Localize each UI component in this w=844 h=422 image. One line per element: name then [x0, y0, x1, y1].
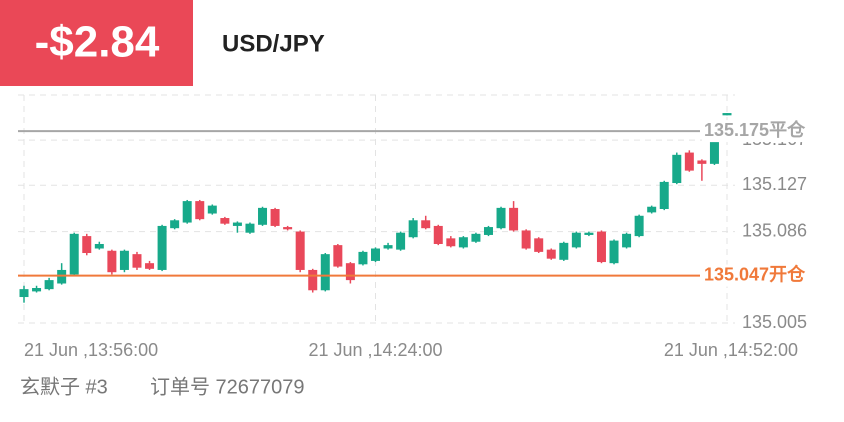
- candle-body: [408, 220, 418, 238]
- pnl-badge: [0, 0, 193, 86]
- candle-body: [421, 220, 431, 229]
- y-tick-label: 135.127: [742, 174, 807, 194]
- candle-body: [521, 230, 531, 249]
- candle-body: [684, 152, 694, 171]
- order-number: 订单号 72677079: [150, 375, 305, 398]
- candle-body: [220, 218, 230, 224]
- candle-body: [157, 225, 167, 270]
- y-tick-label: 135.005: [742, 312, 807, 332]
- candle-body: [709, 140, 719, 164]
- candle-body: [396, 232, 406, 250]
- candle-body: [195, 201, 205, 220]
- candle-body: [609, 240, 619, 264]
- symbol: USD/JPY: [222, 30, 325, 57]
- candle-body: [145, 263, 155, 269]
- candle-body: [132, 254, 142, 268]
- candle-body: [69, 233, 79, 275]
- candle-body: [119, 250, 129, 270]
- candle-body: [483, 227, 493, 235]
- candle-body: [559, 242, 569, 260]
- candle-body: [458, 237, 468, 248]
- reference-label-bg: [702, 120, 814, 143]
- candle-body: [433, 225, 443, 244]
- candle-body: [19, 289, 29, 298]
- pnl: -$2.84: [35, 18, 160, 67]
- candle-body: [571, 232, 581, 248]
- candle-body: [82, 236, 92, 254]
- candle-body: [107, 250, 117, 273]
- candle-body: [283, 227, 293, 230]
- candle-body: [509, 207, 519, 231]
- candle-body: [232, 222, 242, 226]
- candle-body: [170, 220, 180, 229]
- account: 玄默子 #3: [20, 375, 108, 398]
- candle-body: [471, 233, 481, 242]
- candle-body: [207, 205, 217, 214]
- candle-body: [345, 263, 355, 281]
- x-tick-label: 21 Jun ,14:52:00: [664, 340, 798, 360]
- candle-body: [245, 223, 255, 233]
- candle-body: [270, 209, 280, 226]
- candle-body: [596, 231, 606, 263]
- candle-body: [32, 288, 42, 292]
- reference-label-bg: [702, 264, 814, 287]
- candle-body: [672, 154, 682, 184]
- candle-body: [258, 207, 268, 225]
- candle-body: [722, 113, 732, 116]
- candle-body: [697, 160, 707, 164]
- candle-body: [634, 215, 644, 237]
- candle-body: [308, 269, 318, 291]
- candle-body: [446, 238, 456, 247]
- candle-body: [44, 280, 54, 290]
- reference-label: 135.047开仓: [704, 263, 806, 284]
- candle-body: [94, 243, 104, 249]
- candle-body: [496, 207, 506, 229]
- candle-body: [534, 238, 544, 252]
- candle-body: [659, 181, 669, 209]
- candle-body: [333, 245, 343, 267]
- candle-body: [57, 269, 67, 284]
- x-tick-label: 21 Jun ,14:24:00: [308, 340, 442, 360]
- reference-label: 135.175平仓: [704, 119, 806, 140]
- candle-body: [320, 254, 330, 291]
- candle-body: [182, 201, 192, 223]
- candle-body: [647, 206, 657, 213]
- candle-body: [371, 248, 380, 261]
- candle-body: [546, 249, 556, 259]
- x-tick-label: 21 Jun ,13:56:00: [24, 340, 158, 360]
- candle-body: [358, 251, 368, 265]
- y-tick-label: 135.086: [742, 220, 807, 240]
- candle-body: [383, 245, 393, 249]
- candle-body: [295, 231, 305, 270]
- candle-body: [622, 233, 632, 248]
- candle-body: [584, 232, 594, 235]
